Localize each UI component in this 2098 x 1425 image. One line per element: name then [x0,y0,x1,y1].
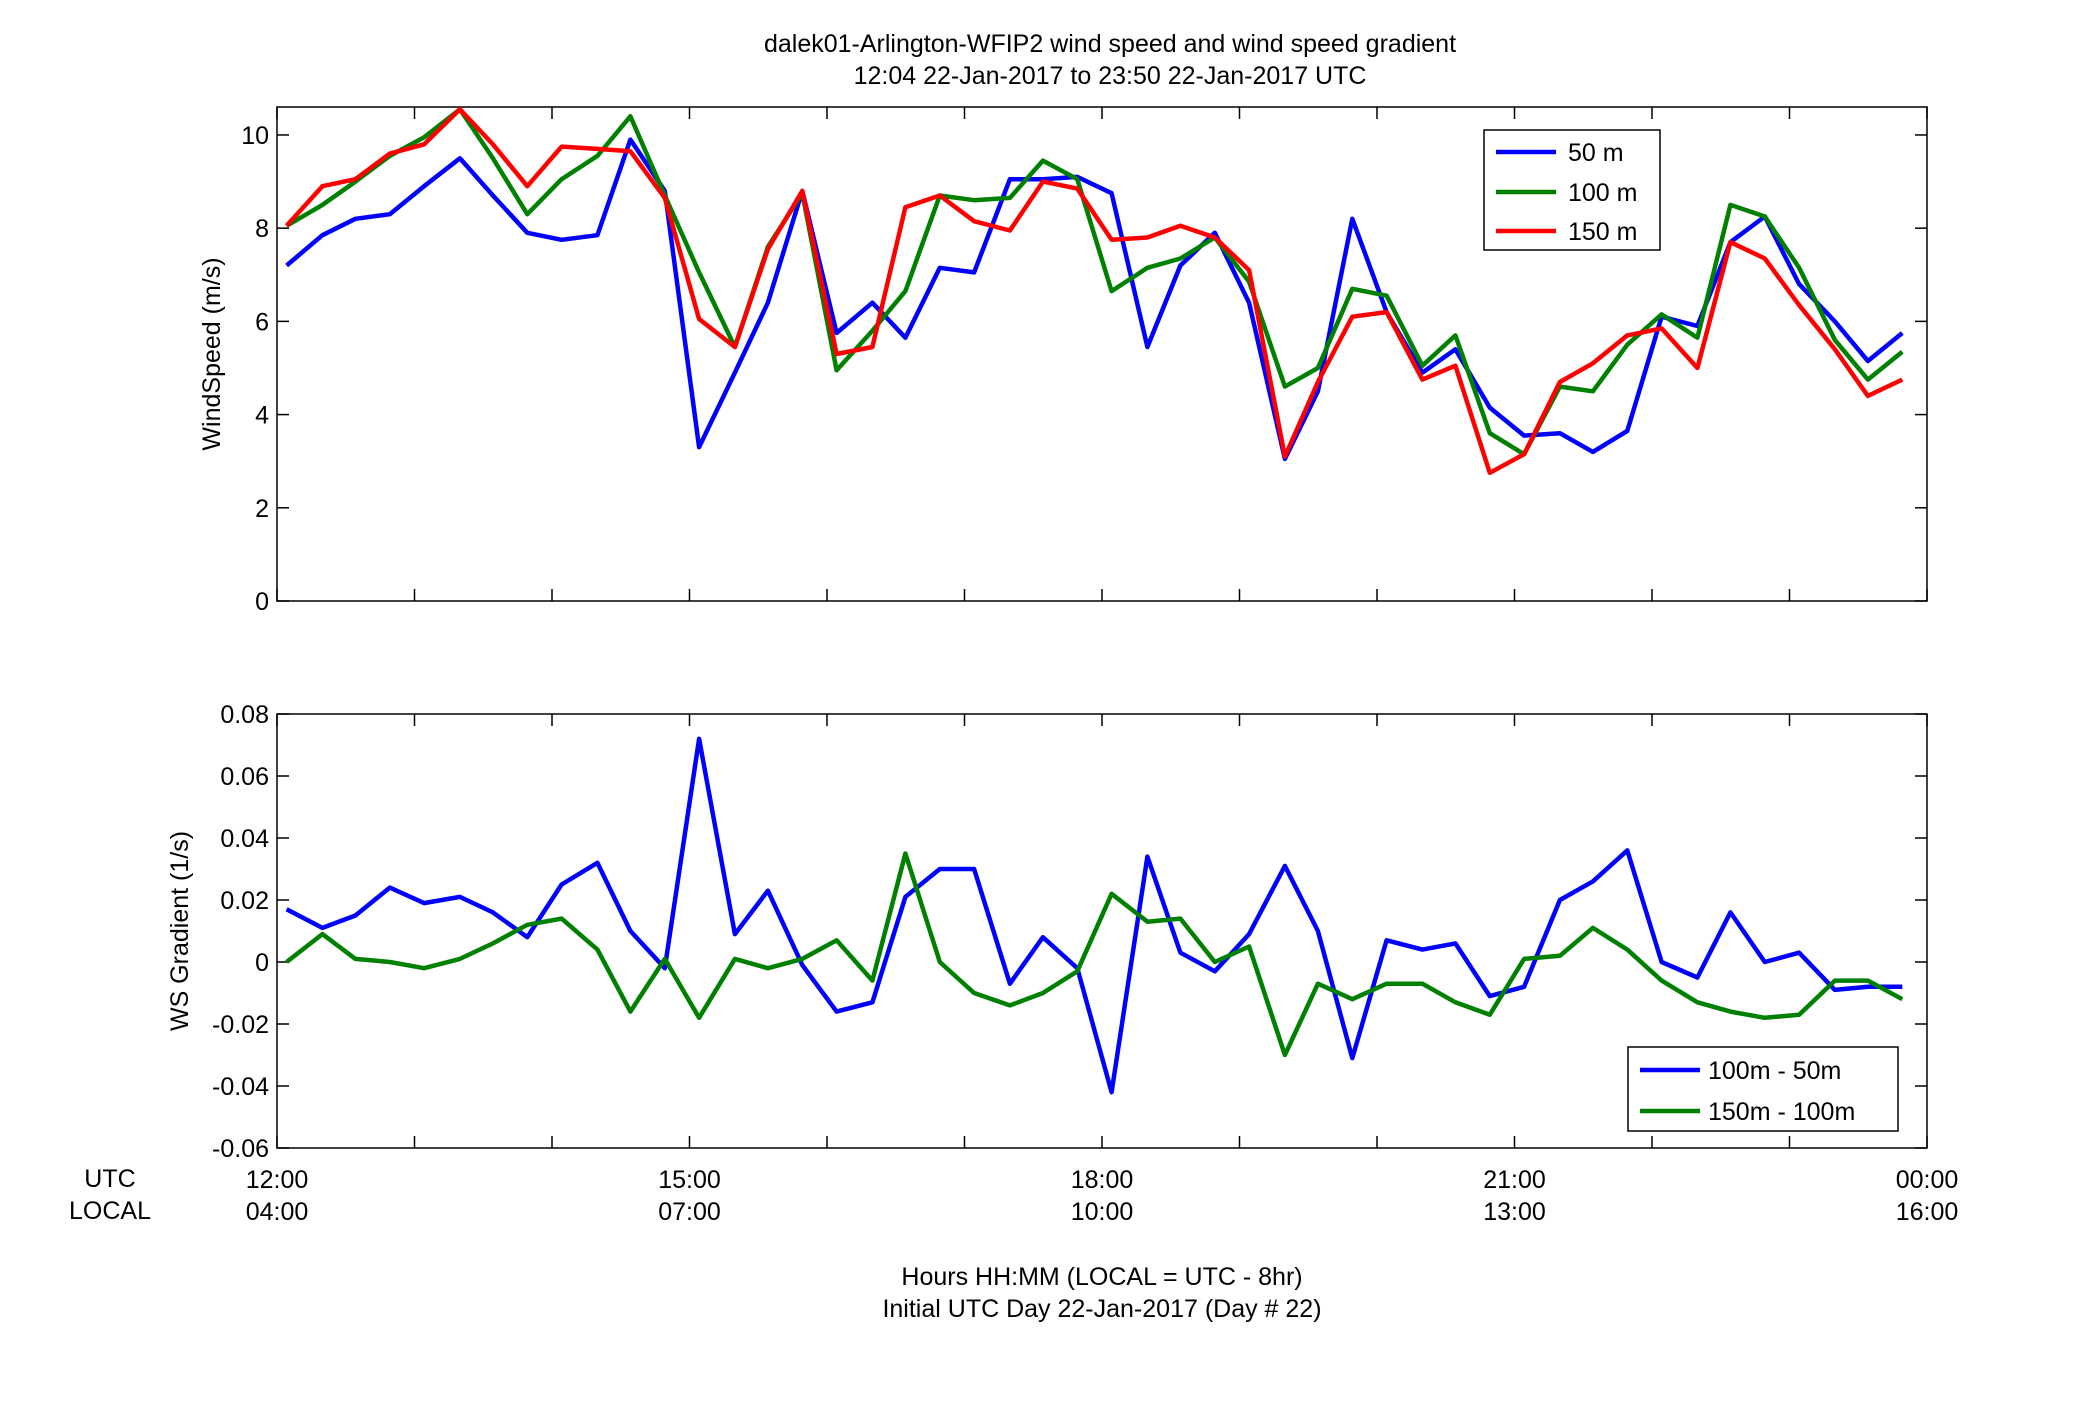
series-line-150m-100m [285,851,1904,1058]
y-tick-label: 0.02 [220,887,269,915]
x-tick-label-local: 10:00 [1071,1198,1134,1226]
series-line-150-m [284,107,1904,476]
gradient-legend: 100m - 50m 150m - 100m [1627,1046,1899,1132]
x-axis-label-line1: Hours HH:MM (LOCAL = UTC - 8hr) [901,1263,1302,1291]
y-tick-label: 0.08 [220,701,269,729]
x-tick-label-utc: 12:00 [246,1166,309,1194]
series-line-100m-50m [285,736,1903,1095]
windspeed-series [284,107,1904,476]
y-tick-label: 0 [255,588,269,616]
x-tick-label-utc: 15:00 [658,1166,721,1194]
y-tick-label: -0.04 [212,1073,269,1101]
y-tick-label: 10 [241,122,269,150]
y-tick-label: 2 [255,495,269,523]
windspeed-x-ticks [276,107,1928,601]
windspeed-y-axis-label: WindSpeed (m/s) [198,257,226,450]
legend-entry-label: 150 m [1568,218,1637,246]
gradient-series [285,736,1904,1095]
legend-entry-label: 50 m [1568,139,1624,167]
gradient-y-axis-label: WS Gradient (1/s) [166,831,194,1031]
x-tick-label-local: 13:00 [1483,1198,1546,1226]
series-line-50-m [285,137,1904,462]
y-tick-label: 4 [255,402,269,430]
gradient-y-axis: -0.06 -0.04 -0.02 0 0.02 0.04 0.06 0.08 [212,701,1927,1163]
utc-row-label: UTC [84,1165,135,1193]
x-tick-label-utc: 18:00 [1071,1166,1134,1194]
y-tick-label: 0.06 [220,763,269,791]
series-line-100-m [285,107,1904,457]
legend-entry-label: 100 m [1568,179,1637,207]
chart-title-line2: 12:04 22-Jan-2017 to 23:50 22-Jan-2017 U… [854,62,1367,90]
legend-entry-label: 150m - 100m [1708,1098,1855,1126]
legend-entry-label: 100m - 50m [1708,1057,1841,1085]
y-tick-label: 0.04 [220,825,269,853]
gradient-x-axis: 12:00 04:00 15:00 07:00 18:00 10:00 21:00 13:00… [246,714,1959,1226]
y-tick-label: -0.06 [212,1135,269,1163]
gradient-legend-box [1627,1046,1899,1132]
x-tick-label-local: 04:00 [246,1198,309,1226]
windspeed-legend: 50 m 100 m 150 m [1483,129,1661,251]
chart-title-line1: dalek01-Arlington-WFIP2 wind speed and w… [764,30,1456,58]
x-tick-label-local: 07:00 [658,1198,721,1226]
x-tick-label-utc: 00:00 [1896,1166,1959,1194]
x-axis-label-line2: Initial UTC Day 22-Jan-2017 (Day # 22) [882,1295,1321,1323]
windspeed-y-axis: 0 2 4 6 8 10 [241,122,1927,616]
x-tick-label-utc: 21:00 [1483,1166,1546,1194]
y-tick-label: 6 [255,308,269,336]
y-tick-label: 0 [255,949,269,977]
local-row-label: LOCAL [69,1197,151,1225]
x-tick-label-local: 16:00 [1896,1198,1959,1226]
windspeed-plot: 0 2 4 6 8 10 WindSpeed (m/s) 50 m 100 m 150 m [198,106,1928,616]
y-tick-label: -0.02 [212,1011,269,1039]
y-tick-label: 8 [255,215,269,243]
gradient-plot: -0.06 -0.04 -0.02 0 0.02 0.04 0.06 0.08 12:00 04… [166,701,1958,1226]
